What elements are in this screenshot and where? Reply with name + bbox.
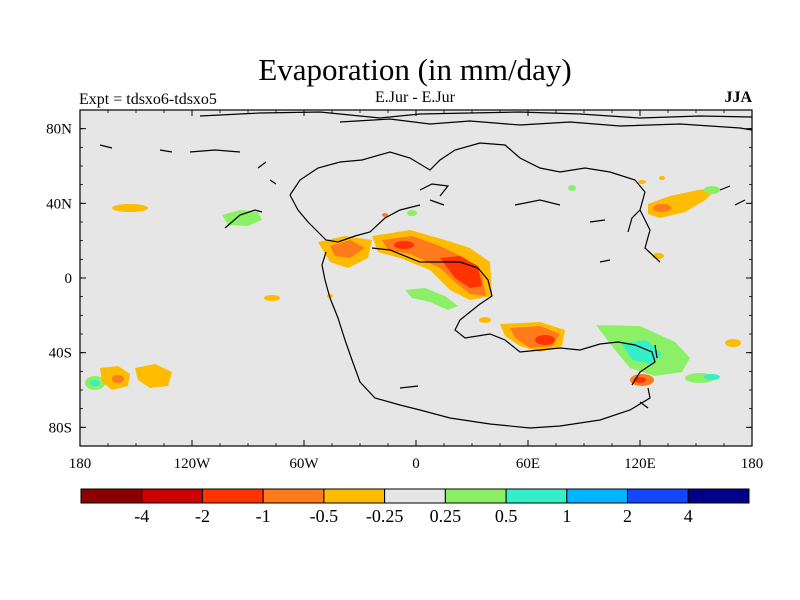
coastlines: [99, 111, 752, 429]
anomaly-patch: [659, 176, 665, 180]
coastline: [99, 144, 113, 149]
anomaly-patch: [382, 213, 388, 217]
colorbar-label: 4: [684, 506, 693, 526]
colorbar-swatch: [687, 488, 750, 504]
anomaly-patch: [634, 377, 646, 383]
longitude-axis: 180 120W 60W 0 60E 120E 180: [69, 110, 764, 472]
plot-title: Evaporation (in mm/day): [258, 52, 572, 87]
lat-tick-label: 80N: [46, 122, 72, 138]
map-background: [80, 110, 752, 446]
lat-tick-label: 80S: [49, 420, 72, 436]
anomaly-patch: [638, 180, 646, 184]
anomaly-patch: [704, 374, 720, 380]
coastline: [269, 179, 277, 185]
coastline: [654, 344, 658, 359]
colorbar-label: 0.25: [430, 506, 462, 526]
coastline: [199, 111, 752, 119]
anomaly-patch: [264, 295, 280, 301]
coastline: [734, 199, 746, 206]
lat-tick-label: 40N: [46, 196, 72, 212]
lon-tick-label: 0: [412, 456, 420, 472]
anomaly-layer: [85, 176, 741, 390]
colorbar-label: -4: [134, 506, 149, 526]
coastline: [639, 401, 649, 409]
colorbar-swatch: [566, 488, 629, 504]
coastline: [257, 161, 267, 169]
colorbar-swatch: [505, 488, 568, 504]
coastline: [419, 183, 450, 197]
lon-tick-label: 60W: [289, 456, 319, 472]
lon-tick-label: 120W: [174, 456, 212, 472]
colorbar-swatch: [201, 488, 264, 504]
coastline: [429, 199, 445, 206]
lat-tick-label: 0: [65, 271, 73, 287]
lat-tick-label: 40S: [49, 346, 72, 362]
colorbar-label: -1: [256, 506, 271, 526]
coastline: [719, 185, 731, 191]
colorbar: -4 -2 -1 -0.5 -0.25 0.25 0.5 1 2 4: [80, 488, 750, 526]
anomaly-patch: [405, 288, 458, 310]
anomaly-patch: [725, 339, 741, 347]
coastline: [321, 251, 651, 429]
colorbar-swatch: [444, 488, 507, 504]
anomaly-patch: [440, 256, 482, 288]
anomaly-patch: [568, 185, 576, 191]
colorbar-swatch: [627, 488, 689, 504]
anomaly-patch: [112, 375, 124, 383]
coastline: [371, 247, 656, 386]
anomaly-patch: [407, 210, 417, 216]
coastline: [339, 118, 752, 131]
lon-tick-label: 180: [69, 456, 92, 472]
colorbar-label: -0.25: [366, 506, 404, 526]
colorbar-swatch: [262, 488, 325, 504]
anomaly-patch: [704, 186, 720, 194]
anomaly-patch: [394, 241, 414, 249]
colorbar-label: -2: [195, 506, 210, 526]
anomaly-patch: [90, 380, 100, 386]
coastline: [224, 209, 263, 229]
colorbar-label: 1: [562, 506, 571, 526]
coastline: [627, 209, 641, 233]
lon-tick-label: 60E: [516, 456, 540, 472]
anomaly-patch: [535, 335, 555, 345]
coastline: [159, 149, 173, 153]
anomaly-patch: [653, 204, 671, 212]
colorbar-label: -0.5: [310, 506, 339, 526]
colorbar-swatch: [141, 488, 203, 504]
latitude-axis: 80N 40N 0 40S 80S: [46, 109, 752, 447]
coastline: [289, 194, 421, 243]
coastline: [189, 149, 241, 153]
anomaly-patch: [479, 317, 491, 323]
experiment-label: Expt = tdsxo6-tdsxo5: [79, 91, 217, 108]
colorbar-label: 0.5: [495, 506, 518, 526]
lon-tick-label: 120E: [624, 456, 656, 472]
anomaly-patch: [622, 340, 662, 364]
coastline: [589, 219, 606, 223]
anomaly-patch: [112, 204, 148, 212]
colorbar-swatch: [323, 488, 386, 504]
coastline: [289, 142, 661, 263]
colorbar-swatch: [384, 488, 446, 504]
anomaly-patch: [330, 240, 365, 258]
colorbar-label: 2: [623, 506, 632, 526]
anomaly-patch: [135, 364, 172, 388]
coastline: [514, 199, 561, 206]
season-label: JJA: [724, 89, 752, 106]
lon-tick-label: 180: [741, 456, 764, 472]
coastline: [399, 385, 419, 389]
period-label: E.Jur - E.Jur: [375, 89, 455, 106]
coastline: [599, 259, 611, 263]
colorbar-swatch: [80, 488, 143, 504]
